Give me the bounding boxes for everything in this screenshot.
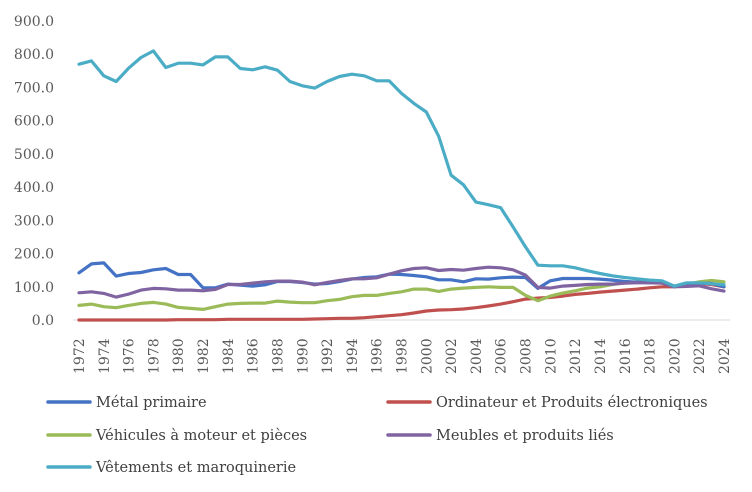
y-tick-label: 700.0 — [14, 80, 54, 96]
legend-label: Métal primaire — [96, 395, 207, 411]
legend-label: Ordinateur et Produits électroniques — [436, 395, 708, 411]
legend-label: Meubles et produits liés — [436, 428, 614, 444]
x-tick-label: 2008 — [519, 338, 535, 374]
x-tick-label: 1992 — [320, 338, 336, 374]
x-tick-label: 2022 — [692, 338, 708, 374]
x-tick-label: 2012 — [568, 338, 584, 374]
y-tick-label: 900.0 — [14, 14, 54, 30]
x-tick-label: 1984 — [221, 338, 237, 374]
x-tick-label: 1982 — [196, 338, 212, 374]
series-line-2 — [77, 278, 726, 311]
x-tick-label: 1978 — [146, 338, 162, 374]
x-tick-label: 1972 — [72, 338, 88, 374]
legend-item: Meubles et produits liés — [386, 428, 614, 444]
x-tick-label: 2010 — [543, 338, 559, 374]
legend: Métal primaire Ordinateur et Produits éle… — [46, 395, 708, 476]
y-tick-label: 100.0 — [14, 280, 54, 296]
y-tick-label: 500.0 — [14, 147, 54, 163]
series-line-4 — [77, 49, 726, 288]
x-tick-label: 1996 — [370, 338, 386, 374]
x-tick-label: 2004 — [469, 338, 485, 374]
x-axis: 1972 1974 1976 1978 1980 1982 1984 1986 1988 1990… — [72, 319, 733, 374]
x-tick-label: 2002 — [444, 338, 460, 374]
x-tick-label: 2000 — [419, 338, 435, 374]
x-tick-label: 2006 — [494, 338, 510, 374]
series-line-0 — [77, 261, 726, 290]
x-tick-label: 1990 — [295, 338, 311, 374]
y-tick-label: 400.0 — [14, 180, 54, 196]
legend-label: Vêtements et maroquinerie — [95, 460, 296, 476]
x-tick-label: 1974 — [97, 338, 113, 374]
legend-item: Vêtements et maroquinerie — [46, 460, 296, 476]
legend-item: Ordinateur et Produits électroniques — [386, 395, 708, 411]
x-tick-label: 1976 — [122, 338, 138, 374]
x-tick-label: 2014 — [593, 338, 609, 374]
y-tick-label: 600.0 — [14, 114, 54, 130]
legend-item: Véhicules à moteur et pièces — [46, 427, 307, 444]
y-tick-label: 0.0 — [32, 313, 54, 329]
y-tick-label: 200.0 — [14, 247, 54, 263]
legend-item: Métal primaire — [46, 395, 207, 411]
series-line-3 — [77, 265, 726, 299]
y-tick-label: 300.0 — [14, 213, 54, 229]
x-tick-label: 2020 — [667, 338, 683, 374]
x-tick-label: 2016 — [618, 338, 634, 374]
x-tick-label: 1986 — [246, 338, 262, 374]
x-tick-label: 1980 — [171, 338, 187, 374]
legend-label: Véhicules à moteur et pièces — [95, 427, 307, 444]
series-lines — [77, 49, 726, 322]
y-axis: 0.0 100.0 200.0 300.0 400.0 500.0 600.0 700.0 80… — [14, 14, 54, 329]
x-tick-label: 2018 — [643, 338, 659, 374]
series-line-1 — [77, 281, 726, 322]
x-tick-label: 1994 — [345, 338, 361, 374]
x-tick-label: 1998 — [395, 338, 411, 374]
y-tick-label: 800.0 — [14, 47, 54, 63]
x-tick-label: 2024 — [717, 338, 733, 374]
x-tick-label: 1988 — [270, 338, 286, 374]
